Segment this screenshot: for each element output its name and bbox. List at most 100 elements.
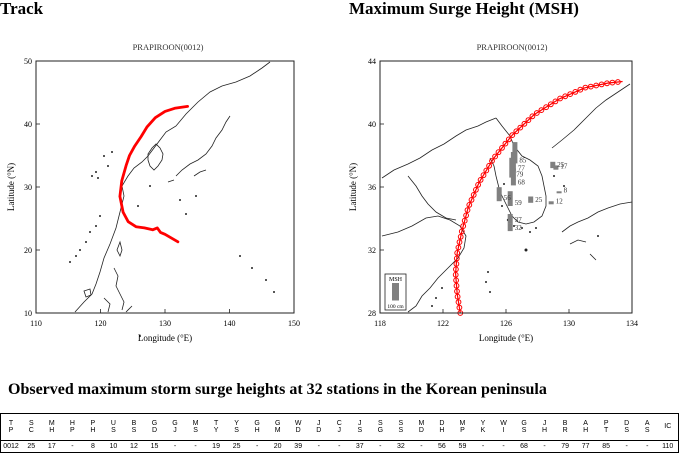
msh-track-point bbox=[538, 107, 545, 113]
station-msh-bar bbox=[550, 161, 556, 169]
track-island-dots bbox=[69, 151, 275, 337]
station-value-cell: 59 bbox=[452, 440, 473, 453]
station-code-line: J bbox=[358, 419, 362, 427]
msh-track-point bbox=[543, 104, 550, 111]
station-code-line: J bbox=[337, 427, 342, 434]
station-value-cell: 25 bbox=[21, 440, 42, 453]
station-value-cell: 0012 bbox=[0, 440, 22, 453]
station-value-cell: 20 bbox=[267, 440, 288, 453]
station-value-cell: 25 bbox=[226, 440, 247, 453]
msh-track-point bbox=[567, 91, 574, 97]
track-y-tick-label: 10 bbox=[24, 309, 32, 318]
msh-track-point bbox=[582, 84, 589, 91]
msh-track-point bbox=[468, 197, 475, 203]
station-code-line: S bbox=[377, 419, 383, 427]
station-code-line: P bbox=[460, 427, 465, 434]
station-msh-label: 25 bbox=[535, 196, 543, 204]
station-code-line: G bbox=[254, 419, 260, 427]
observed-heading: Observed maximum storm surge heights at … bbox=[8, 381, 547, 398]
station-code-line: H bbox=[542, 427, 548, 434]
msh-track-point bbox=[492, 153, 499, 160]
track-heading: Track bbox=[0, 0, 44, 18]
station-code-line: H bbox=[90, 427, 96, 434]
station-value-cell: - bbox=[185, 440, 206, 453]
msh-legend-bar bbox=[392, 283, 399, 301]
msh-track-point bbox=[598, 81, 605, 88]
station-value-cell: 77 bbox=[575, 440, 596, 453]
msh-track-point bbox=[593, 82, 600, 89]
msh-track-point bbox=[615, 79, 621, 85]
msh-track-point bbox=[502, 140, 509, 147]
msh-typhoon-track bbox=[452, 79, 623, 316]
track-x-axis-label: Longitude (°E) bbox=[138, 333, 192, 343]
station-code-line: M bbox=[48, 419, 55, 427]
msh-y-tick-label: 28 bbox=[368, 309, 376, 318]
station-value-cell: 10 bbox=[103, 440, 124, 453]
station-msh-bar bbox=[510, 168, 516, 186]
station-value-cell: - bbox=[329, 440, 350, 453]
station-msh-label: 59 bbox=[515, 199, 523, 207]
station-code-line: T bbox=[8, 419, 14, 427]
track-x-tick-label: 120 bbox=[95, 319, 107, 328]
station-code-line: H bbox=[49, 427, 55, 434]
track-x-tick-label: 140 bbox=[224, 319, 236, 328]
station-value-cell: 39 bbox=[287, 440, 309, 453]
track-coastlines bbox=[74, 61, 271, 313]
track-y-tick-label: 40 bbox=[24, 120, 32, 129]
track-map: PRAPIROON(0012) bbox=[6, 42, 300, 343]
station-code-line: Y bbox=[234, 419, 239, 427]
msh-track-point bbox=[453, 255, 460, 262]
station-code-line: H bbox=[254, 427, 260, 434]
msh-track-point bbox=[455, 299, 462, 306]
msh-map-frame bbox=[379, 60, 633, 314]
station-msh-bar bbox=[507, 223, 513, 232]
msh-legend-scale: 100 cm bbox=[387, 304, 404, 310]
station-code-line: I bbox=[502, 427, 505, 434]
msh-y-tick-label: 44 bbox=[368, 57, 376, 66]
station-msh-bar bbox=[509, 157, 515, 178]
msh-track-point bbox=[547, 101, 554, 108]
msh-track-point bbox=[609, 79, 616, 86]
msh-track-point bbox=[453, 266, 459, 273]
station-msh-bar bbox=[507, 214, 513, 224]
station-code-line: J bbox=[542, 419, 547, 427]
msh-track-point bbox=[533, 110, 540, 116]
msh-track-point bbox=[457, 233, 464, 240]
station-code-line: S bbox=[398, 419, 404, 427]
station-code-line: G bbox=[521, 419, 527, 427]
msh-track-point bbox=[562, 93, 569, 100]
station-value-cell: 56 bbox=[431, 440, 453, 453]
msh-track-point bbox=[454, 293, 461, 300]
msh-track-point bbox=[495, 149, 502, 156]
station-code-line: H bbox=[69, 419, 75, 427]
station-code-line: IC bbox=[664, 423, 672, 431]
msh-track-point bbox=[517, 124, 524, 131]
station-code-line: S bbox=[624, 427, 630, 434]
station-value-cell: 17 bbox=[41, 440, 63, 453]
track-x-tick-label: 130 bbox=[159, 319, 171, 328]
msh-track-point bbox=[461, 217, 468, 224]
msh-track-point bbox=[453, 282, 460, 289]
track-x-ticks bbox=[35, 309, 295, 313]
msh-y-ticks bbox=[380, 60, 384, 314]
msh-track-point bbox=[483, 167, 490, 174]
msh-track-point bbox=[513, 128, 520, 135]
msh-track-point bbox=[452, 271, 459, 278]
